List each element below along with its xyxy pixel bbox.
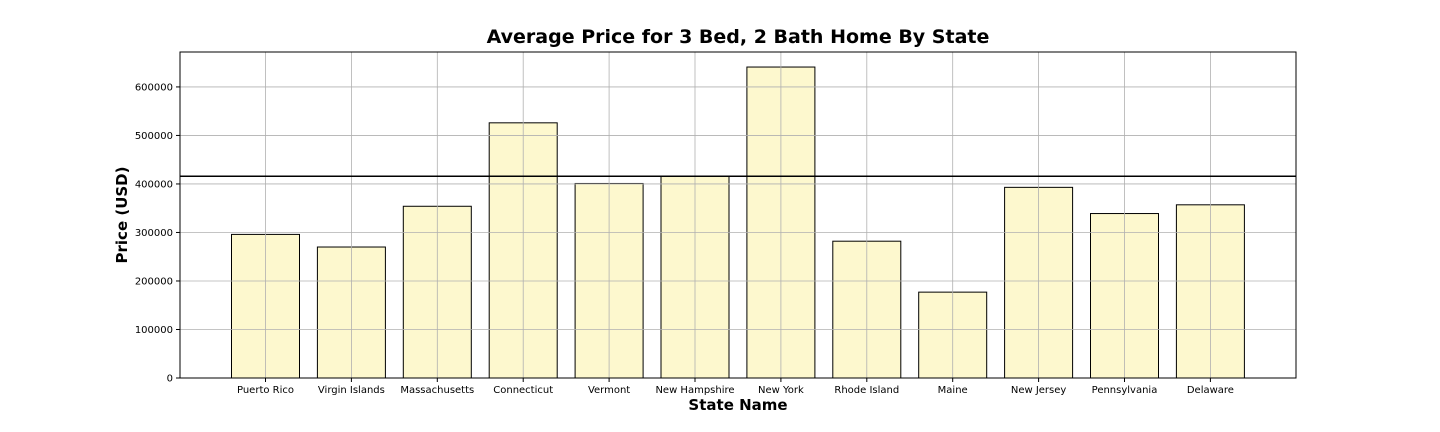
x-tick-label: Connecticut bbox=[493, 385, 553, 396]
x-tick-label: Pennsylvania bbox=[1092, 385, 1158, 396]
y-tick-label: 400000 bbox=[135, 179, 173, 190]
x-tick-label: Vermont bbox=[588, 385, 630, 396]
x-tick-label: Delaware bbox=[1187, 385, 1234, 396]
x-tick-label: Massachusetts bbox=[400, 385, 474, 396]
y-tick-label: 0 bbox=[167, 374, 173, 385]
x-tick-label: New York bbox=[758, 385, 804, 396]
x-tick-label: Rhode Island bbox=[834, 385, 899, 396]
y-tick-label: 300000 bbox=[135, 228, 173, 239]
y-tick-label: 600000 bbox=[135, 82, 173, 93]
x-tick-label: Puerto Rico bbox=[237, 385, 294, 396]
y-tick-label: 100000 bbox=[135, 325, 173, 336]
x-tick-label: New Hampshire bbox=[655, 385, 734, 396]
axes-frame bbox=[179, 51, 1297, 379]
x-axis-label: State Name bbox=[688, 396, 788, 414]
x-tick-label: Virgin Islands bbox=[318, 385, 385, 396]
chart-title: Average Price for 3 Bed, 2 Bath Home By … bbox=[486, 26, 990, 48]
x-tick-label: New Jersey bbox=[1011, 385, 1067, 396]
x-tick-label: Maine bbox=[938, 385, 968, 396]
y-tick-label: 500000 bbox=[135, 131, 173, 142]
y-tick-label: 200000 bbox=[135, 276, 173, 287]
